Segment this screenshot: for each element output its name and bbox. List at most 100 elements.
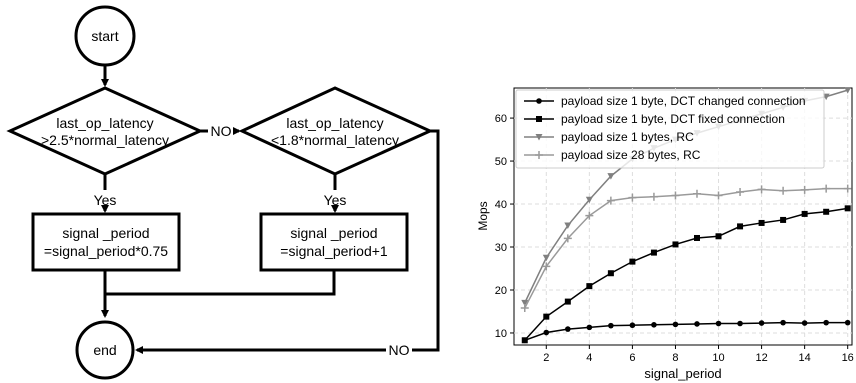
series-1-point (651, 322, 657, 328)
x-tick-label: 6 (629, 352, 635, 364)
series-4-point (736, 188, 745, 197)
series-4-point (542, 262, 551, 271)
process1-shape (31, 212, 181, 272)
end-node-shape (75, 320, 135, 380)
legend-label: payload size 1 byte, DCT changed connect… (561, 94, 806, 108)
x-axis-label: signal_period (644, 366, 721, 381)
chart-legend: payload size 1 byte, DCT changed connect… (515, 89, 825, 169)
series-4-point (628, 193, 637, 202)
series-1-point (672, 321, 679, 328)
series-4-point (649, 192, 658, 201)
legend-entry: payload size 1 bytes, RC (524, 130, 694, 144)
y-tick-label: 30 (495, 242, 507, 254)
no-label-2: NO (389, 342, 410, 358)
series-2-point (780, 216, 787, 223)
process2-label-line2: =signal_period+1 (280, 243, 388, 259)
series-4-point (671, 191, 680, 200)
series-4-point (822, 184, 831, 193)
connector-decision2-no-a (412, 129, 440, 352)
series-4-point (520, 304, 529, 313)
x-tick-label: 2 (543, 352, 549, 364)
series-4-point (606, 196, 615, 205)
legend-entry: payload size 1 byte, DCT fixed connectio… (524, 112, 785, 126)
y-axis-label: Mops (476, 201, 490, 230)
series-1-point (737, 320, 743, 327)
series-1-point (629, 322, 636, 329)
series-2 (521, 205, 851, 344)
series-2-point (801, 210, 808, 217)
end-node: end (75, 320, 135, 380)
series-3-point (564, 222, 572, 230)
series-4-point (692, 189, 701, 198)
legend-swatch-marker (536, 116, 542, 122)
series-2-point (543, 313, 550, 320)
legend-entry: payload size 1 byte, DCT changed connect… (524, 94, 806, 108)
y-tick-label: 50 (495, 156, 507, 168)
y-tick-label: 20 (495, 285, 507, 297)
process2-label-line1: signal _period (290, 225, 377, 241)
series-1-point (715, 320, 722, 327)
series-1-point (780, 319, 786, 326)
legend-entry: payload size 28 bytes, RC (524, 148, 701, 162)
series-4-point (757, 185, 766, 194)
series-2-point (629, 258, 636, 265)
legend-swatch-marker (536, 98, 542, 104)
series-4-point (585, 211, 594, 220)
series-3-point (542, 254, 550, 262)
series-2-line (524, 207, 848, 341)
series-2-point (586, 283, 593, 290)
decision1-label-line2: >2.5*normal_latency (41, 132, 169, 148)
series-2-point (693, 234, 700, 241)
series-4-point (563, 234, 572, 243)
series-2-point (715, 233, 722, 240)
yes-label-1: Yes (94, 192, 117, 208)
no-label-1: NO (211, 123, 232, 139)
legend-swatch-marker (535, 151, 543, 159)
series-2-point (607, 270, 614, 277)
decision2-shape (238, 86, 434, 176)
series-2-point (844, 205, 851, 212)
process1-label-line1: signal _period (62, 225, 149, 241)
yes-label-2: Yes (324, 192, 347, 208)
series-4-point (843, 184, 852, 193)
series-1-point (758, 320, 765, 326)
series-2-point (758, 219, 765, 226)
series-2-point (823, 208, 830, 215)
series-2-point (521, 337, 528, 344)
legend-label: payload size 1 byte, DCT fixed connectio… (561, 112, 785, 126)
decision2-node: last_op_latency <1.8*normal_latency (238, 86, 434, 176)
series-4-point (714, 191, 723, 200)
series-1-point (565, 326, 571, 332)
y-tick-label: 10 (495, 328, 507, 340)
legend-label: payload size 1 bytes, RC (561, 130, 694, 144)
x-tick-label: 10 (712, 352, 724, 364)
legend-box (515, 89, 825, 169)
process2-shape (259, 212, 409, 272)
series-1-point (694, 321, 700, 327)
series-4 (520, 184, 852, 313)
legend-label: payload size 28 bytes, RC (561, 148, 701, 162)
x-tick-label: 14 (799, 352, 811, 364)
process2-node: signal _period =signal_period+1 (259, 212, 409, 272)
series-3-point (585, 196, 593, 204)
series-4-point (800, 185, 809, 194)
series-1-point (844, 319, 851, 326)
connector-process2-merge (105, 270, 336, 296)
series-2-point (564, 298, 571, 305)
decision1-node: last_op_latency >2.5*normal_latency (6, 86, 204, 176)
series-3-point (521, 299, 529, 307)
series-2-point (737, 223, 744, 230)
y-axis-ticks: 10 20 30 40 50 60 (495, 113, 514, 340)
series-1-point (586, 324, 593, 331)
process1-label-line2: =signal_period*0.75 (44, 243, 168, 259)
x-axis-ticks: 2 4 6 8 10 12 14 16 (543, 345, 854, 364)
x-tick-label: 12 (755, 352, 767, 364)
x-tick-label: 16 (842, 352, 854, 364)
x-tick-label: 8 (672, 352, 678, 364)
series-2-point (650, 249, 657, 256)
series-1-point (823, 319, 829, 326)
decision1-label-line1: last_op_latency (56, 115, 153, 131)
series-1-point (543, 329, 550, 336)
series-1-point (801, 320, 808, 326)
